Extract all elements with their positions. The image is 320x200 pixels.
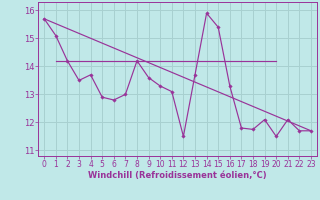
X-axis label: Windchill (Refroidissement éolien,°C): Windchill (Refroidissement éolien,°C): [88, 171, 267, 180]
